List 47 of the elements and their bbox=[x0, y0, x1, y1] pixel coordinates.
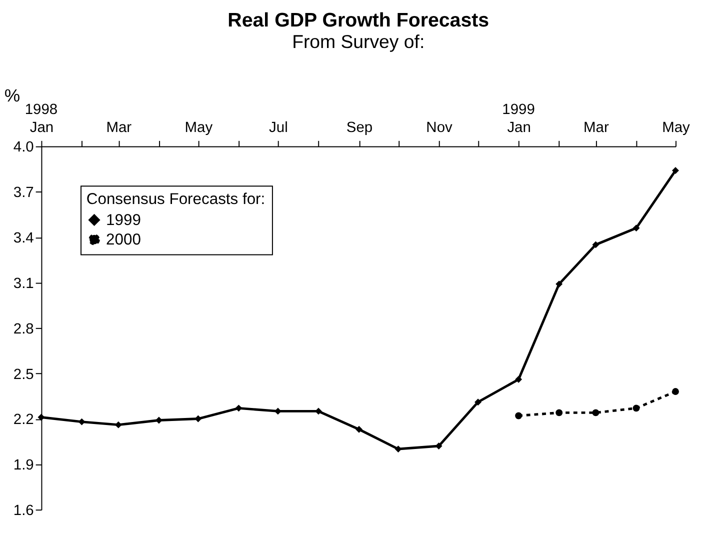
point bbox=[515, 412, 522, 420]
point bbox=[672, 167, 679, 174]
point bbox=[632, 224, 640, 232]
point bbox=[515, 376, 522, 383]
legend-title: Consensus Forecasts for: bbox=[86, 191, 266, 208]
point bbox=[394, 446, 402, 453]
y-tick-label: 3.1 bbox=[13, 276, 34, 292]
y-tick-label: 2.8 bbox=[13, 321, 34, 338]
x-tick-label: Nov bbox=[426, 120, 453, 136]
x-tick-label: Mar bbox=[106, 120, 132, 136]
point bbox=[155, 416, 162, 424]
y-tick-label: 1.9 bbox=[13, 458, 34, 474]
y-axis-title: % bbox=[4, 86, 20, 106]
point bbox=[194, 415, 202, 422]
x-tick-label: Sep bbox=[346, 120, 373, 136]
x-tick-label: Jan bbox=[507, 120, 531, 136]
point bbox=[592, 409, 600, 416]
point bbox=[474, 398, 482, 406]
chart-title: Real GDP Growth Forecasts bbox=[228, 10, 490, 32]
text: 1999 bbox=[502, 102, 535, 118]
point bbox=[672, 388, 679, 395]
x-tick-label: Jan bbox=[30, 120, 54, 136]
point bbox=[556, 409, 563, 416]
point bbox=[632, 404, 640, 412]
y-tick-label: 2.5 bbox=[13, 366, 34, 383]
y-tick-label: 4.0 bbox=[13, 140, 34, 156]
x-tick-label: Mar bbox=[584, 120, 609, 136]
legend-label: 2000 bbox=[106, 231, 142, 248]
text: 1998 bbox=[24, 102, 58, 118]
y-tick-label: 3.7 bbox=[13, 185, 34, 202]
point bbox=[235, 404, 242, 412]
point bbox=[556, 280, 563, 288]
x-tick-label: May bbox=[184, 120, 214, 136]
x-tick-label: Jul bbox=[269, 120, 288, 136]
point bbox=[114, 421, 122, 428]
point bbox=[274, 408, 282, 415]
x-tick-label: May bbox=[662, 120, 691, 136]
point bbox=[356, 426, 362, 433]
point bbox=[315, 408, 322, 415]
point bbox=[435, 442, 442, 450]
point bbox=[592, 241, 600, 248]
point bbox=[78, 418, 86, 426]
y-tick-label: 3.4 bbox=[13, 230, 34, 247]
y-tick-label: 2.2 bbox=[13, 412, 34, 428]
legend-label: 1999 bbox=[106, 212, 141, 229]
chart-subtitle: From Survey of: bbox=[292, 31, 425, 52]
y-tick-label: 1.6 bbox=[13, 502, 34, 519]
